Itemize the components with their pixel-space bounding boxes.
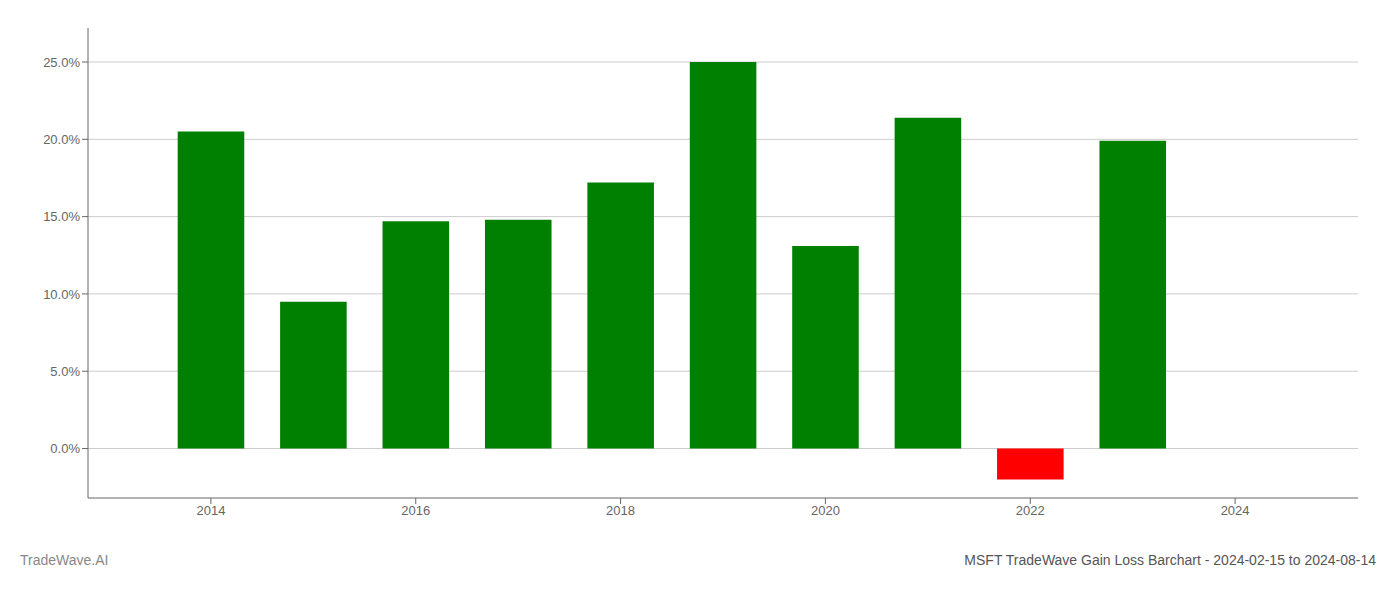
svg-text:2016: 2016 bbox=[401, 503, 430, 518]
svg-text:2014: 2014 bbox=[196, 503, 225, 518]
svg-text:2018: 2018 bbox=[606, 503, 635, 518]
svg-text:2024: 2024 bbox=[1221, 503, 1250, 518]
svg-text:5.0%: 5.0% bbox=[50, 364, 80, 379]
svg-text:20.0%: 20.0% bbox=[43, 132, 80, 147]
svg-text:0.0%: 0.0% bbox=[50, 441, 80, 456]
html-text:TradeWave.AI: TradeWave.AI bbox=[20, 552, 109, 568]
svg-text:2022: 2022 bbox=[1016, 503, 1045, 518]
svg-text:10.0%: 10.0% bbox=[43, 287, 80, 302]
html-text:MSFT TradeWave Gain Loss Barch: MSFT TradeWave Gain Loss Barchart - 2024… bbox=[964, 552, 1376, 568]
svg-text:15.0%: 15.0% bbox=[43, 209, 80, 224]
svg-text:2020: 2020 bbox=[811, 503, 840, 518]
svg-text:25.0%: 25.0% bbox=[43, 55, 80, 70]
